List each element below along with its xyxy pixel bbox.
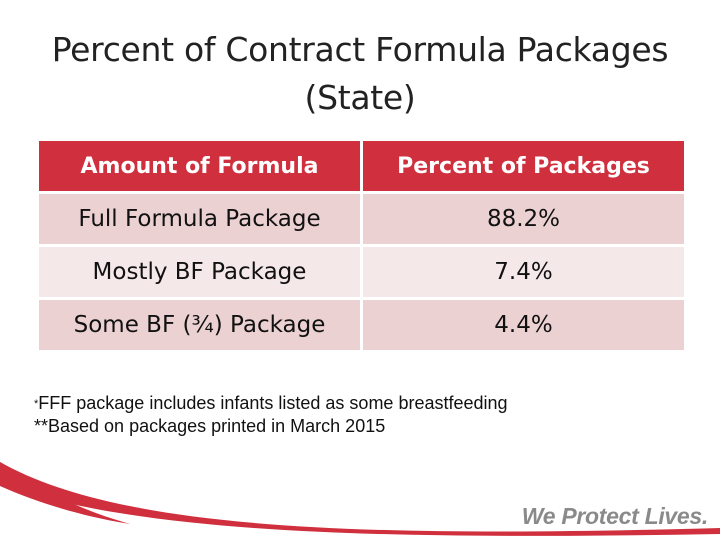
slide-title: Percent of Contract Formula Packages (St…	[0, 26, 720, 122]
tagline: We Protect Lives.	[521, 503, 709, 529]
row-value: 7.4%	[360, 244, 687, 300]
table-row: Mostly BF Package 7.4%	[36, 244, 687, 300]
row-label: Full Formula Package	[36, 191, 363, 247]
swoosh-inner-curve	[0, 484, 720, 540]
footnotes: *FFF package includes infants listed as …	[34, 392, 694, 438]
table-header-row: Amount of Formula Percent of Packages	[36, 138, 687, 194]
footnote-1: *FFF package includes infants listed as …	[34, 392, 694, 415]
header-percent-of-packages: Percent of Packages	[360, 138, 687, 194]
footnote-1-marker: *	[34, 398, 39, 410]
footnote-2: **Based on packages printed in March 201…	[34, 416, 386, 436]
row-label: Mostly BF Package	[36, 244, 363, 300]
row-value: 4.4%	[360, 297, 687, 353]
swoosh-red-band	[0, 462, 720, 540]
row-label: Some BF (¾) Package	[36, 297, 363, 353]
row-value: 88.2%	[360, 191, 687, 247]
slide-title-line-2: (State)	[304, 78, 416, 117]
footnote-1-text: FFF package includes infants listed as s…	[38, 393, 508, 413]
packages-table: Amount of Formula Percent of Packages Fu…	[36, 138, 687, 353]
swoosh-left-tip	[0, 462, 130, 524]
table-row: Some BF (¾) Package 4.4%	[36, 297, 687, 353]
header-amount-of-formula: Amount of Formula	[36, 138, 363, 194]
red-swoosh-decoration	[0, 462, 720, 540]
slide-title-line-1: Percent of Contract Formula Packages	[51, 30, 669, 69]
table-row: Full Formula Package 88.2%	[36, 191, 687, 247]
